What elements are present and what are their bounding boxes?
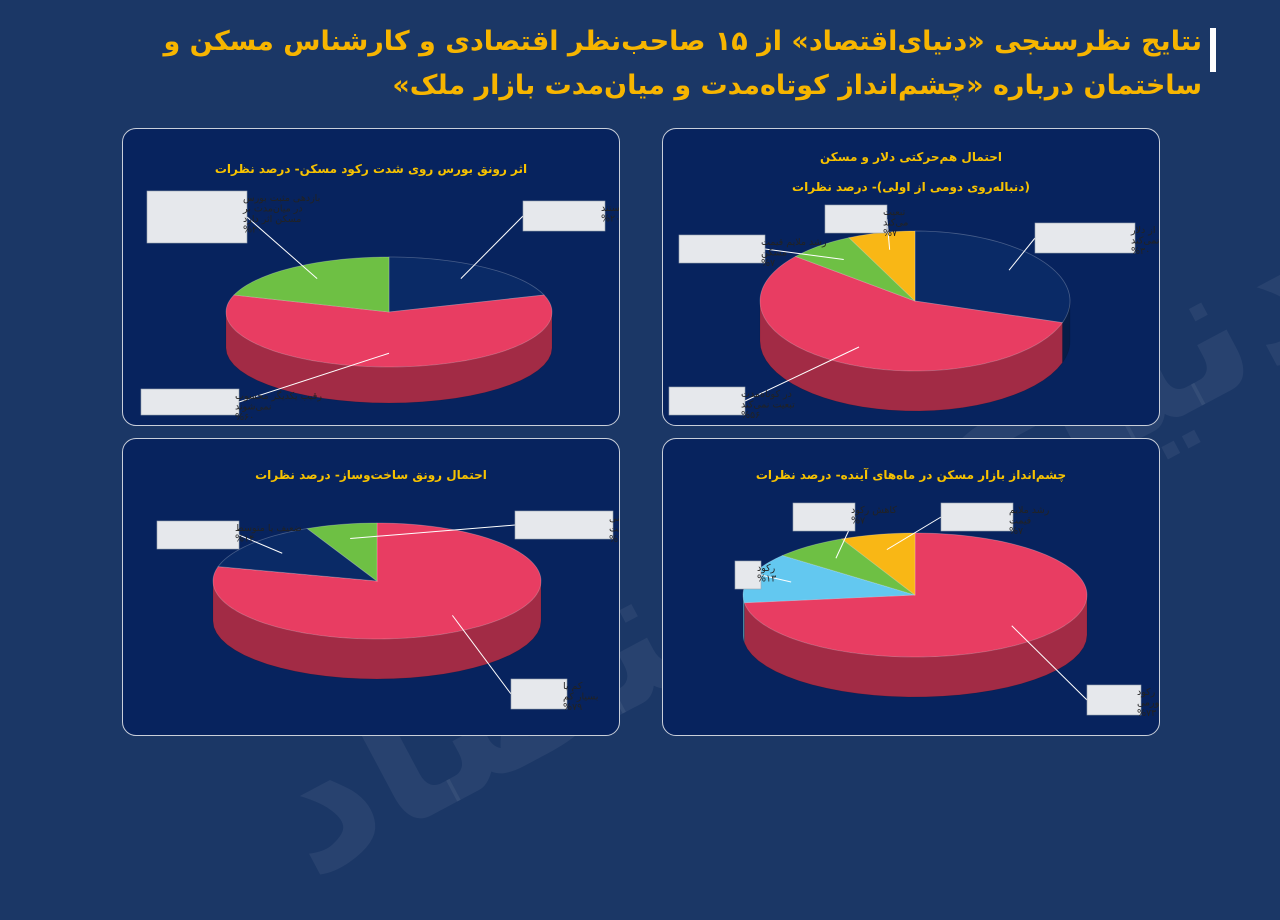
callout-box: [668, 386, 746, 416]
callout-label: در میان‌مدت بر: [242, 204, 303, 215]
callout-value: %۷۹: [563, 702, 582, 713]
callout-label: رشد ملایم قیمت: [761, 237, 827, 248]
callout-label: کاهش رکود: [851, 505, 897, 516]
callout-leader-line: [246, 216, 318, 280]
pie-chart-dollar-housing: احتمال هم‌حرکتی دلار و مسکن (دنباله‌روی د…: [668, 150, 1159, 421]
callout-label: بسیار کم: [563, 692, 598, 703]
callout-box: [940, 502, 1014, 532]
callout-value: %۷: [851, 516, 865, 527]
title-accent-bar: [1210, 28, 1216, 72]
callout-label: می‌کند: [883, 218, 908, 229]
callout-box: [1034, 222, 1136, 254]
callout-value: %۶۰: [235, 412, 254, 423]
callout-box: [734, 560, 762, 590]
pie-slice: [743, 532, 1088, 658]
callout-label: رکود: [1137, 687, 1156, 698]
pie-slice: [233, 256, 390, 313]
callout-box: [1086, 684, 1142, 716]
chart-title: اثر رونق بورس روی شدت رکود مسکن- درصد نظ…: [215, 162, 527, 177]
callout-leader-line: [238, 534, 283, 554]
callout-leader-line: [760, 574, 792, 583]
pie-chart-housing-outlook: چشم‌انداز بازار مسکن در ماه‌های آینده- د…: [734, 467, 1159, 719]
chart-title: احتمال رونق ساخت‌وساز- درصد نظرات: [255, 468, 487, 483]
callout-leader-line: [886, 516, 942, 551]
callout-label: نیست: [609, 524, 619, 535]
callout-label: تورم مسکن از دلار: [1130, 225, 1159, 236]
callout-value: %۱۳: [757, 574, 776, 585]
chart-title: چشم‌انداز بازار مسکن در ماه‌های آینده- د…: [756, 467, 1066, 482]
callout-box: [146, 190, 248, 244]
callout-box: [510, 678, 568, 710]
callout-leader-line: [451, 615, 512, 695]
chart-panel-bottom-right: چشم‌انداز بازار مسکن در ماه‌های آینده- د…: [662, 438, 1160, 736]
callout-box: [140, 388, 240, 416]
callout-label: ضعیف یا متوسط: [235, 523, 302, 534]
callout-label: تبعیت نمی‌کند: [741, 400, 795, 411]
callout-value: %۲۰: [243, 225, 262, 236]
pie-slice-side: [742, 594, 745, 643]
callout-value: %۷۳: [1137, 708, 1156, 719]
chart-panel-top-left: اثر رونق بورس روی شدت رکود مسکن- درصد نظ…: [122, 128, 620, 426]
page-title-line-2: ساختمان درباره «چشم‌انداز کوتاه‌مدت و می…: [392, 70, 1202, 101]
callout-label: قابل پیش‌بینی: [609, 513, 619, 524]
callout-leader-line: [764, 248, 844, 261]
chart-title: (دنباله‌روی دومی از اولی)- درصد نظرات: [792, 180, 1030, 195]
chart-title: احتمال هم‌حرکتی دلار و مسکن: [820, 150, 1002, 165]
callout-leader-line: [350, 524, 516, 540]
callout-value: %۳۰: [1131, 246, 1150, 257]
pie-chart-stock-market-effect: اثر رونق بورس روی شدت رکود مسکن- درصد نظ…: [140, 162, 619, 423]
callout-box: [824, 204, 888, 234]
page-title: نتایج نظرسنجی «دنیای‌اقتصاد» از ۱۵ صاحب‌…: [82, 20, 1203, 108]
callout-leader-line: [1008, 237, 1036, 271]
callout-label: قیمت: [1009, 516, 1031, 527]
callout-label: رقیب یکدیگر محسوب: [235, 390, 322, 402]
callout-label: رشد ملایم: [1009, 505, 1050, 516]
callout-value: %۷: [761, 258, 775, 269]
pie-slice: [388, 256, 545, 313]
callout-label: در کوتاه‌مدت: [741, 389, 792, 400]
callout-box: [156, 520, 240, 550]
callout-value: %۷: [609, 534, 619, 545]
callout-leader-line: [886, 218, 891, 250]
callout-leader-line: [460, 215, 524, 279]
callout-label: کم یا: [563, 681, 583, 692]
callout-value: %۵۶: [741, 410, 760, 421]
callout-value: %۱۴: [235, 534, 254, 545]
callout-label: مسکن: [761, 248, 787, 259]
callout-value: %۲۰: [601, 214, 619, 225]
pie-slice: [212, 522, 542, 640]
callout-leader-line: [744, 346, 860, 402]
pie-slice: [781, 538, 916, 596]
callout-leader-line: [238, 352, 390, 403]
pie-chart-construction-boom: احتمال رونق ساخت‌وساز- درصد نظرات کم یابس…: [156, 468, 619, 713]
callout-value: %۷: [883, 228, 897, 239]
pie-slice: [225, 294, 553, 368]
callout-label: مسکن اثر دارد: [243, 214, 301, 225]
callout-value: %۷: [1009, 526, 1023, 537]
callout-label: بازدهی مثبت بورس: [243, 193, 320, 204]
chart-panel-top-right: احتمال هم‌حرکتی دلار و مسکن (دنباله‌روی د…: [662, 128, 1160, 426]
pie-slice: [914, 230, 1071, 324]
chart-panel-bottom-left: احتمال رونق ساخت‌وساز- درصد نظرات کم یا بس…: [122, 438, 620, 736]
pie-slice: [759, 255, 1064, 372]
callout-label: رقیب هم هستند: [601, 203, 619, 214]
callout-label: تورمی: [1137, 698, 1159, 709]
page-title-line-1: نتایج نظرسنجی «دنیای‌اقتصاد» از ۱۵ صاحب‌…: [163, 26, 1203, 57]
pie-slice: [840, 532, 916, 596]
callout-box: [522, 200, 606, 232]
callout-box: [514, 510, 614, 540]
callout-box: [792, 502, 856, 532]
callout-label: تبعیت نمی‌کند: [1131, 236, 1159, 247]
callout-label: نمی‌شوند: [235, 402, 272, 413]
callout-leader-line: [1011, 625, 1088, 701]
callout-box: [678, 234, 766, 264]
callout-label: تبعیت: [883, 207, 906, 218]
pie-slice: [217, 528, 379, 582]
pie-slice-side: [1062, 300, 1071, 364]
callout-label: رکود: [757, 563, 776, 574]
